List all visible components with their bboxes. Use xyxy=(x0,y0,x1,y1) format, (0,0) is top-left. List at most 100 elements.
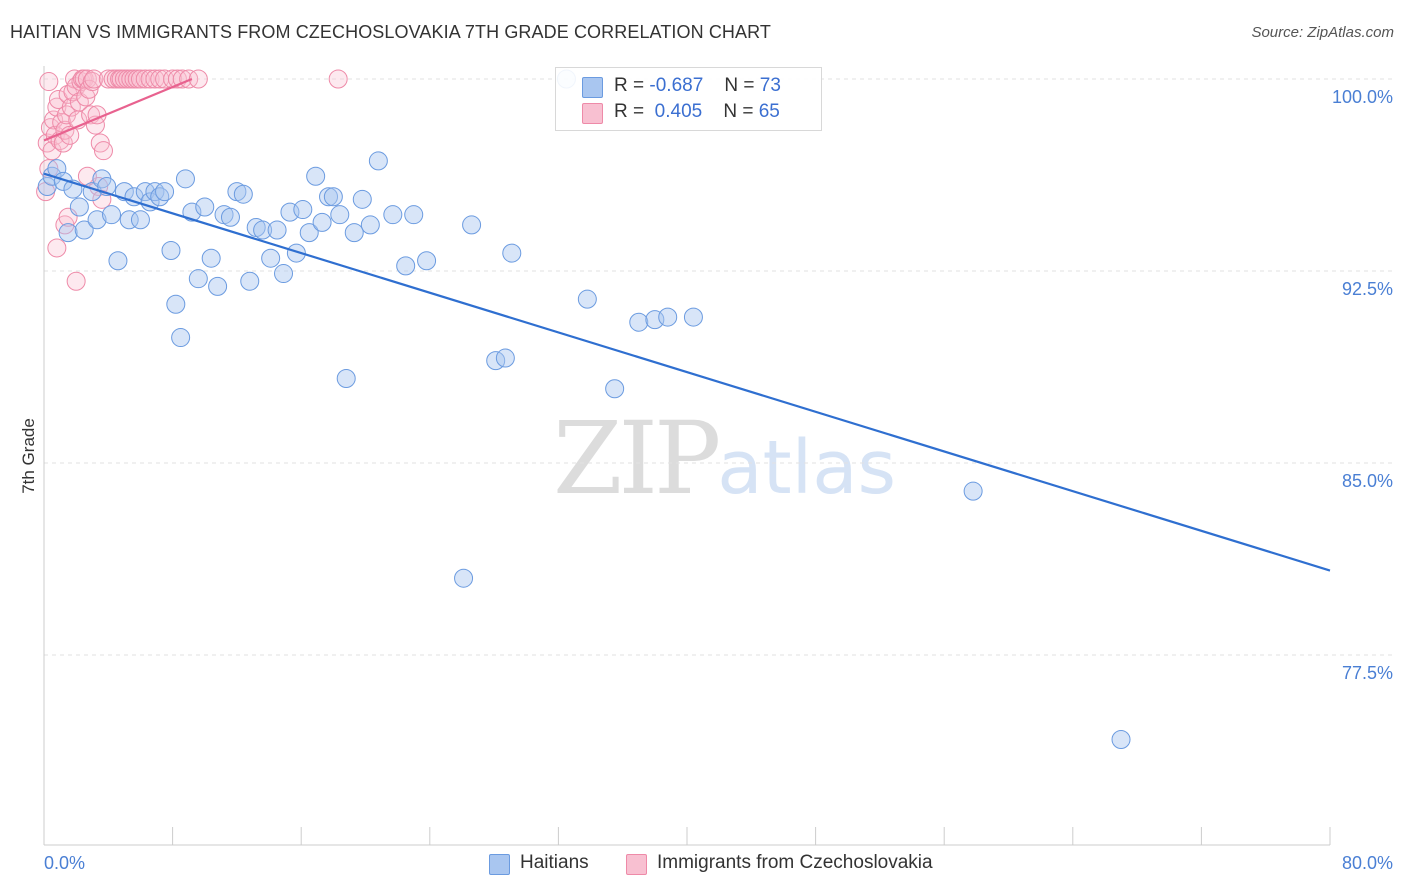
haitians-point xyxy=(629,312,649,332)
y-tick-label: 77.5% xyxy=(1342,663,1393,683)
haitians-point xyxy=(404,205,424,225)
source-label: Source: ZipAtlas.com xyxy=(1251,24,1394,41)
czechoslovakia-point xyxy=(179,69,199,89)
haitians-point xyxy=(323,187,343,207)
trend-line-haitians xyxy=(43,172,1331,572)
haitians-point xyxy=(108,251,128,271)
haitians-point xyxy=(417,251,437,271)
axes xyxy=(43,66,1331,846)
r-label: R = xyxy=(614,75,645,96)
czechoslovakia-point xyxy=(188,69,208,89)
haitians-point xyxy=(683,307,703,327)
haitians-point xyxy=(330,205,350,225)
haitians-point xyxy=(286,243,306,263)
haitians-point xyxy=(182,202,202,222)
czechoslovakia-point xyxy=(135,69,155,89)
czechoslovakia-point xyxy=(77,69,97,89)
haitians-point xyxy=(155,182,175,202)
y-tick-label: 85.0% xyxy=(1342,471,1393,491)
stats-legend: R = -0.687 N = 73 R = 0.405 N = 65 xyxy=(555,67,822,131)
czechoslovakia-point xyxy=(55,215,75,235)
x-tick-label: 0.0% xyxy=(44,853,85,873)
n-value: 73 xyxy=(759,75,781,96)
haitians-point xyxy=(130,210,150,230)
haitians-point xyxy=(502,243,522,263)
czechoslovakia-point xyxy=(92,189,112,209)
haitians-point xyxy=(319,187,339,207)
bottom-legend-swatch-czechoslovakia xyxy=(626,854,647,875)
legend-swatch-czechoslovakia xyxy=(582,103,603,124)
czechoslovakia-point xyxy=(90,133,110,153)
haitians-point xyxy=(396,256,416,276)
haitians-point xyxy=(383,205,403,225)
watermark-zip: ZIP xyxy=(553,400,721,517)
czechoslovakia-point xyxy=(69,92,89,112)
n-label: N = xyxy=(723,101,754,122)
haitians-point xyxy=(140,192,160,212)
haitians-point xyxy=(293,200,313,220)
haitians-point xyxy=(240,271,260,291)
czechoslovakia-point xyxy=(140,69,160,89)
bottom-legend-label-haitians: Haitians xyxy=(520,852,589,873)
bottom-legend-label-czechoslovakia: Immigrants from Czechoslovakia xyxy=(657,852,933,873)
haitians-point xyxy=(171,328,191,348)
czechoslovakia-point xyxy=(66,271,86,291)
haitians-point xyxy=(352,189,372,209)
czechoslovakia-point xyxy=(42,141,62,161)
czechoslovakia-point xyxy=(77,166,97,186)
czechoslovakia-point xyxy=(84,69,104,89)
czechoslovakia-point xyxy=(328,69,348,89)
n-value: 65 xyxy=(758,101,780,122)
czechoslovakia-point xyxy=(47,238,67,258)
haitians-point xyxy=(119,210,139,230)
haitians-point xyxy=(135,182,155,202)
haitians-point xyxy=(69,197,89,217)
haitians-point xyxy=(58,223,78,243)
czechoslovakia-point xyxy=(130,69,150,89)
y-axis-label: 7th Grade xyxy=(19,418,38,494)
trend-lines xyxy=(43,77,1331,572)
haitians-point xyxy=(658,307,678,327)
haitians-point xyxy=(87,210,107,230)
haitians-point xyxy=(336,369,356,389)
legend-stats-czechoslovakia: R = 0.405 N = 65 xyxy=(614,101,780,123)
haitians-point xyxy=(344,223,364,243)
czechoslovakia-point xyxy=(93,141,113,161)
haitians-point xyxy=(577,289,597,309)
haitians-point xyxy=(368,151,388,171)
watermark: ZIPatlas xyxy=(553,400,896,517)
r-value: 0.405 xyxy=(654,101,703,122)
haitians-point xyxy=(102,205,122,225)
haitians-point xyxy=(306,166,326,186)
x-tick-label: 80.0% xyxy=(1342,853,1393,873)
haitians-point xyxy=(462,215,482,235)
haitians-point xyxy=(312,212,332,232)
y-tick-label: 100.0% xyxy=(1332,87,1393,107)
legend-swatch-haitians xyxy=(582,77,603,98)
haitians-point xyxy=(1111,729,1131,749)
haitians-point xyxy=(161,241,181,261)
haitians-point xyxy=(220,207,240,227)
tick-labels: 77.5% 85.0% 92.5% 100.0% 0.0% 80.0% xyxy=(44,87,1393,873)
haitians-point xyxy=(233,184,253,204)
haitians-point xyxy=(195,197,215,217)
n-label: N = xyxy=(724,75,755,96)
haitians-point xyxy=(175,169,195,189)
haitians-point xyxy=(267,220,287,240)
czechoslovakia-point xyxy=(79,79,99,99)
haitians-point xyxy=(963,481,983,501)
y-tick-label: 92.5% xyxy=(1342,279,1393,299)
haitians-point xyxy=(188,269,208,289)
haitians-point xyxy=(605,379,625,399)
r-label: R = xyxy=(614,101,645,122)
haitians-point xyxy=(454,568,474,588)
haitians-point xyxy=(299,223,319,243)
czechoslovakia-point xyxy=(47,97,67,117)
haitians-point xyxy=(274,264,294,284)
series-czechoslovakia-points xyxy=(36,69,348,291)
haitians-point xyxy=(360,215,380,235)
chart-title: HAITIAN VS IMMIGRANTS FROM CZECHOSLOVAKI… xyxy=(10,22,771,42)
watermark-atlas: atlas xyxy=(717,425,897,511)
haitians-point xyxy=(166,294,186,314)
